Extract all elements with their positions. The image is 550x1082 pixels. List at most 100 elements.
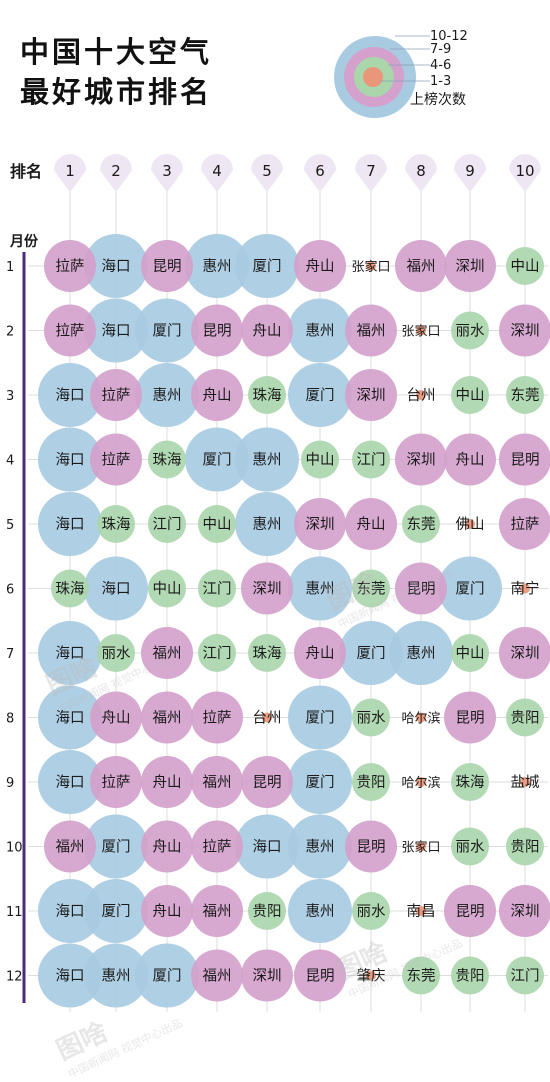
rank-pin bbox=[355, 154, 387, 192]
city-bubble bbox=[141, 240, 193, 292]
rank-number: 5 bbox=[262, 162, 272, 180]
city-bubble bbox=[84, 943, 148, 1008]
city-bubble bbox=[141, 820, 193, 873]
city-label: 贵阳 bbox=[511, 710, 540, 727]
city-bubble bbox=[444, 240, 496, 292]
city-bubble bbox=[294, 949, 346, 1002]
rank-number: 3 bbox=[162, 162, 172, 180]
city-label: 惠州 bbox=[153, 387, 182, 404]
city-bubble bbox=[366, 261, 376, 271]
city-label: 拉萨 bbox=[102, 774, 131, 791]
city-label: 福州 bbox=[56, 839, 85, 856]
city-bubble bbox=[389, 621, 453, 685]
city-label: 海口 bbox=[102, 581, 131, 598]
city-label: 昆明 bbox=[203, 324, 232, 340]
city-bubble bbox=[90, 756, 142, 808]
city-label: 深圳 bbox=[253, 581, 282, 598]
city-label: 拉萨 bbox=[102, 452, 131, 469]
city-label: 深圳 bbox=[456, 258, 485, 275]
city-bubble bbox=[84, 814, 148, 879]
city-label: 珠海 bbox=[253, 387, 282, 404]
city-label: 舟山 bbox=[357, 516, 386, 533]
city-bubble bbox=[438, 556, 502, 621]
rank-number: 9 bbox=[465, 162, 475, 180]
rank-number: 8 bbox=[416, 162, 426, 180]
city-bubble bbox=[416, 906, 426, 916]
city-bubble bbox=[288, 363, 352, 427]
month-number: 10 bbox=[6, 841, 23, 856]
city-label: 台州 bbox=[407, 387, 436, 404]
city-bubble bbox=[352, 892, 390, 930]
city-bubble bbox=[366, 970, 376, 981]
city-label: 中山 bbox=[456, 645, 485, 662]
rank-header-label: 排名 bbox=[10, 162, 42, 181]
city-bubble bbox=[90, 369, 142, 421]
month-number: 6 bbox=[6, 583, 14, 598]
city-label: 海口 bbox=[56, 774, 85, 791]
rank-number: 1 bbox=[65, 162, 75, 180]
city-bubble bbox=[465, 519, 475, 529]
city-label: 惠州 bbox=[253, 516, 282, 533]
city-label: 张家口 bbox=[351, 259, 390, 275]
rank-number: 7 bbox=[366, 162, 376, 180]
city-label: 昆明 bbox=[253, 775, 282, 791]
city-label: 贵阳 bbox=[511, 839, 540, 856]
city-bubble bbox=[416, 841, 426, 852]
city-label: 海口 bbox=[56, 968, 85, 985]
city-label: 丽水 bbox=[357, 710, 386, 727]
city-bubble bbox=[288, 879, 352, 943]
city-bubble bbox=[235, 492, 299, 556]
rank-pin bbox=[100, 154, 132, 192]
city-bubble bbox=[191, 756, 243, 808]
city-bubble bbox=[235, 427, 299, 492]
city-label: 东莞 bbox=[357, 581, 386, 598]
city-label: 哈尔滨 bbox=[401, 775, 440, 791]
bubbles bbox=[38, 234, 550, 1008]
city-bubble bbox=[38, 943, 102, 1008]
city-bubble bbox=[506, 698, 544, 737]
city-bubble bbox=[416, 325, 426, 336]
city-bubble bbox=[38, 427, 102, 492]
city-bubble bbox=[499, 627, 550, 679]
city-label: 中山 bbox=[511, 258, 540, 275]
city-bubble bbox=[416, 777, 426, 787]
city-bubble bbox=[520, 777, 530, 787]
city-bubble bbox=[294, 627, 346, 679]
legend-level-label: 10-12 bbox=[430, 29, 468, 44]
city-label: 海口 bbox=[56, 903, 85, 920]
city-label: 昆明 bbox=[153, 259, 182, 275]
title-line-1: 中国十大空气 bbox=[20, 35, 213, 69]
city-label: 东莞 bbox=[511, 387, 540, 404]
city-label: 厦门 bbox=[203, 452, 232, 469]
city-bubble bbox=[141, 691, 193, 744]
city-label: 海口 bbox=[56, 387, 85, 404]
rank-number: 10 bbox=[515, 162, 534, 180]
month-number: 2 bbox=[6, 325, 14, 340]
city-label: 昆明 bbox=[407, 582, 436, 598]
city-bubble bbox=[191, 369, 243, 421]
city-label: 拉萨 bbox=[56, 258, 85, 275]
city-label: 舟山 bbox=[102, 710, 131, 727]
city-bubble bbox=[148, 440, 186, 479]
city-label: 贵阳 bbox=[357, 774, 386, 791]
city-label: 珠海 bbox=[456, 774, 485, 791]
city-label: 中山 bbox=[203, 516, 232, 533]
city-label: 福州 bbox=[357, 323, 386, 340]
city-bubble bbox=[416, 390, 426, 400]
city-bubble bbox=[44, 240, 96, 292]
month-number: 5 bbox=[6, 518, 14, 533]
city-bubble bbox=[191, 691, 243, 744]
city-label: 舟山 bbox=[153, 839, 182, 856]
city-bubble bbox=[191, 949, 243, 1002]
rank-pin bbox=[201, 154, 233, 192]
rank-pin bbox=[54, 154, 86, 192]
month-number: 1 bbox=[6, 260, 14, 275]
city-label: 深圳 bbox=[357, 387, 386, 404]
city-bubble bbox=[395, 240, 447, 292]
city-label: 深圳 bbox=[253, 968, 282, 985]
city-label: 厦门 bbox=[153, 968, 182, 985]
city-label: 海口 bbox=[102, 258, 131, 275]
city-bubble bbox=[352, 569, 390, 608]
city-label: 中山 bbox=[306, 452, 335, 469]
city-label: 拉萨 bbox=[56, 323, 85, 340]
